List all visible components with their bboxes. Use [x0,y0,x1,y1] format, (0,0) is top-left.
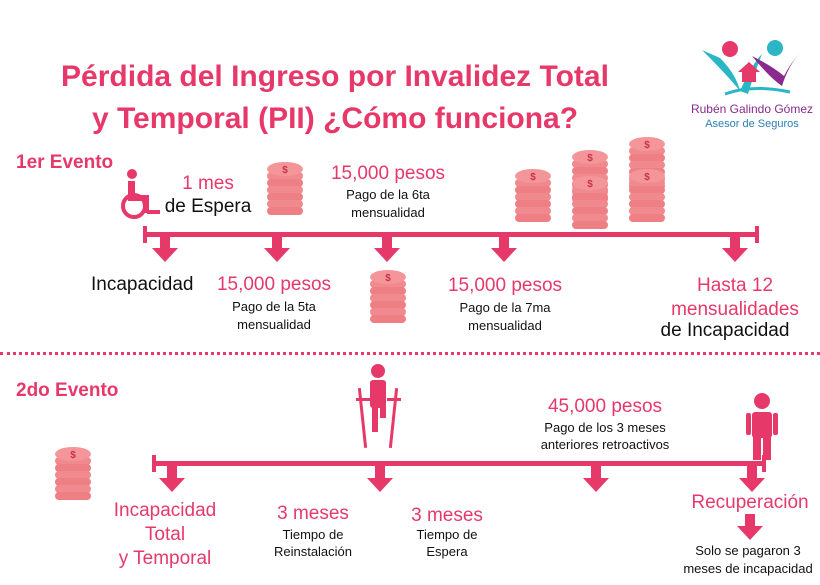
pay6-line2: mensualidad [351,205,425,220]
event1-label: 1er Evento [16,152,114,173]
wheelchair-icon [121,169,160,219]
pay5-amount: 15,000 pesos [216,274,332,295]
person-crutches-icon [356,364,401,449]
arrow-pago-6ta [374,236,400,262]
arrow-incapacidad [152,236,178,262]
max-line2: mensualidades [671,299,799,320]
coin-stack-icon [572,176,608,229]
pay7-line1: Pago de la 7ma [459,300,551,315]
arrow-hasta-12 [722,236,748,262]
reinst-line1: Tiempo de [282,527,344,542]
note-line2: meses de incapacidad [683,561,813,576]
coin-stack-icon [629,169,665,222]
event2-label: 2do Evento [16,380,119,401]
page-title: Pérdida del Ingreso por Invalidez Total … [0,56,670,140]
arrow-recuperacion [739,466,765,492]
recovery-label: Recuperación [691,492,809,513]
brand-name: Rubén Galindo Gómez [690,102,814,116]
arrow-incapacidad-total [159,466,185,492]
brand-logo: Rubén Galindo Gómez Asesor de Seguros [690,36,815,131]
max-line3: de Incapacidad [660,320,790,341]
retro-line2: anteriores retroactivos [540,437,670,452]
note-line1: Solo se pagaron 3 [695,543,801,558]
event2-timeline [152,455,766,472]
wait-caption: de Espera [164,196,252,217]
pay5-line1: Pago de la 5ta [232,299,316,314]
incapacity-label: Incapacidad [91,274,194,295]
max-line1: Hasta 12 [696,275,774,296]
pay7-line2: mensualidad [468,318,542,333]
pay5-line2: mensualidad [237,317,311,332]
wait-amount: 1 mes [182,173,234,194]
title-line-2: y Temporal (PII) ¿Cómo funciona? [91,102,579,135]
logo-people-icon [702,40,802,96]
incap-total-line1: Incapacidad [113,500,217,521]
retro-amount: 45,000 pesos [547,396,663,417]
wait2-amount: 3 meses [411,505,483,526]
retro-line1: Pago de los 3 meses [544,420,666,435]
incap-total-line3: y Temporal [118,548,212,569]
reinst-line2: Reinstalación [273,544,353,559]
pay6-line1: Pago de la 6ta [346,187,430,202]
coin-stack-icon [515,169,551,222]
title-line-1: Pérdida del Ingreso por Invalidez Total [61,60,609,93]
arrow-nota [737,514,763,540]
event-divider [0,352,820,355]
coin-stack-icon [370,270,406,323]
arrow-pago-7ma [491,236,517,262]
wait2-line1: Tiempo de [416,527,478,542]
arrow-retroactivos [583,466,609,492]
arrow-pago-5ta [264,236,290,262]
wait2-line2: Espera [426,544,468,559]
coin-stack-icon [267,162,303,215]
pay6-amount: 15,000 pesos [330,163,446,184]
coin-stack-icon [55,447,91,500]
pay7-amount: 15,000 pesos [447,275,563,296]
person-standing-icon [746,393,778,460]
brand-tagline: Asesor de Seguros [705,118,799,130]
reinst-amount: 3 meses [277,503,349,524]
arrow-reinstalacion [367,466,393,492]
incap-total-line2: Total [144,524,186,545]
event1-timeline [143,226,759,243]
